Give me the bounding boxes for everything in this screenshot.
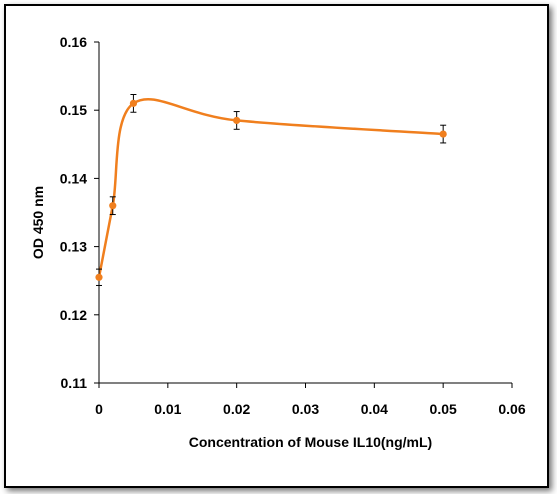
- x-tick-label: 0.01: [154, 401, 181, 417]
- data-point: [233, 116, 241, 125]
- x-tick-label: 0.02: [223, 401, 250, 417]
- data-point: [95, 273, 103, 281]
- data-point: [129, 99, 138, 107]
- x-ticks: 0 0.01 0.02 0.03 0.04 0.05 0.06: [95, 383, 526, 417]
- x-axis-title: Concentration of Mouse IL10(ng/mL): [189, 434, 432, 450]
- y-tick-label: 0.13: [60, 239, 87, 255]
- x-tick-label: 0: [95, 401, 103, 417]
- x-tick-label: 0.05: [430, 401, 457, 417]
- plot-area: [95, 94, 447, 286]
- y-tick-label: 0.15: [60, 102, 87, 118]
- x-tick-label: 0.03: [292, 401, 319, 417]
- y-tick-label: 0.16: [60, 34, 87, 50]
- y-ticks: 0.11 0.12 0.13 0.14 0.15 0.16: [60, 34, 99, 391]
- chart-frame: [4, 4, 549, 488]
- axes: [98, 42, 512, 384]
- y-tick-label: 0.11: [61, 375, 88, 391]
- y-tick-label: 0.14: [60, 170, 87, 186]
- data-point: [439, 130, 447, 138]
- x-tick-label: 0.04: [361, 401, 388, 417]
- series-line: [97, 98, 444, 278]
- y-tick-label: 0.12: [60, 307, 87, 323]
- data-point: [109, 202, 117, 210]
- y-axis-title: OD 450 nm: [30, 186, 46, 259]
- x-tick-label: 0.06: [498, 401, 525, 417]
